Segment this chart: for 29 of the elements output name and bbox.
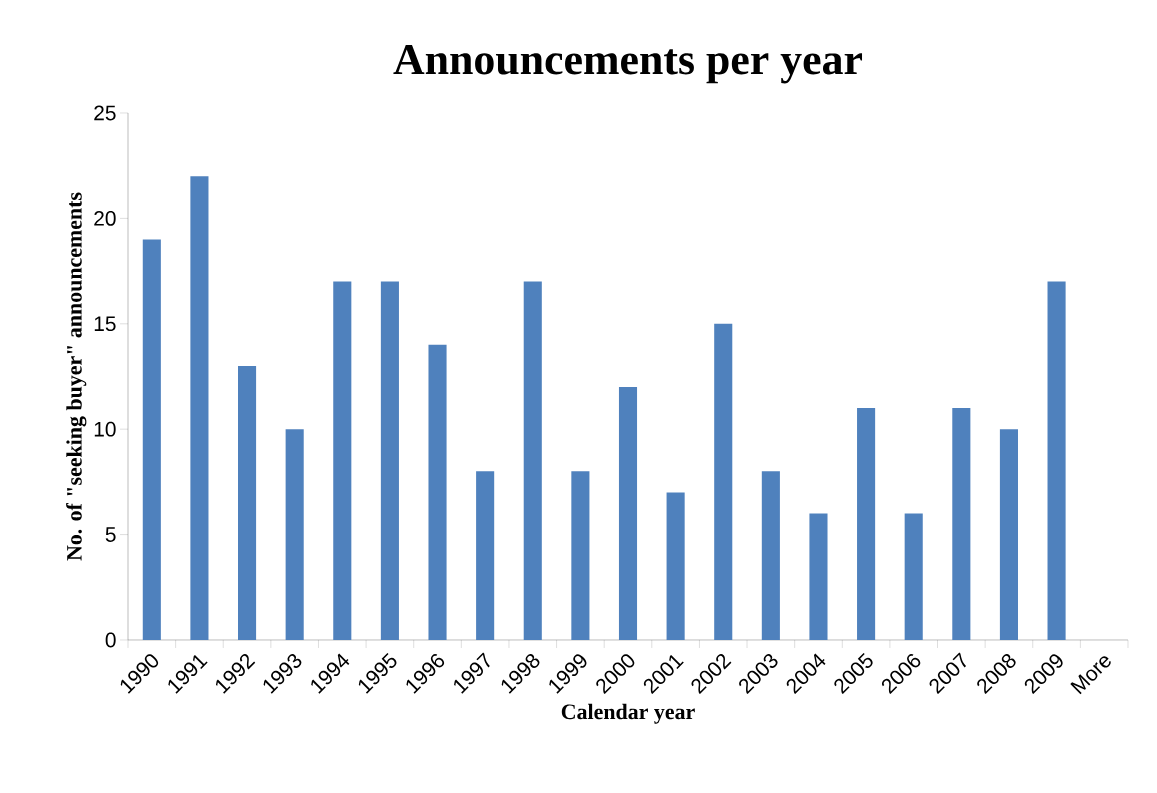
bar bbox=[142, 239, 161, 640]
y-tick-label: 20 bbox=[94, 210, 116, 226]
bar bbox=[571, 471, 590, 640]
bar bbox=[714, 323, 733, 640]
bar bbox=[523, 281, 542, 640]
bar bbox=[666, 492, 685, 640]
x-axis-title: Calendar year bbox=[561, 703, 695, 724]
y-tick-label: 0 bbox=[105, 632, 116, 648]
bar bbox=[857, 408, 876, 640]
y-axis-title: No. of "seeking buyer" announcements bbox=[66, 192, 87, 561]
chart-title: Announcements per year bbox=[393, 45, 863, 84]
y-tick-label: 15 bbox=[94, 316, 116, 332]
bar bbox=[904, 513, 923, 640]
y-tick-label: 5 bbox=[105, 527, 116, 542]
bar bbox=[380, 281, 399, 640]
bar bbox=[285, 429, 304, 640]
bar bbox=[190, 176, 209, 640]
bar bbox=[428, 344, 447, 640]
bar bbox=[1047, 281, 1066, 640]
bar bbox=[476, 471, 495, 640]
bar bbox=[952, 408, 971, 640]
bar bbox=[333, 281, 352, 640]
bar bbox=[618, 387, 638, 640]
bar bbox=[999, 429, 1018, 640]
y-tick-label: 25 bbox=[94, 105, 116, 121]
y-tick-label: 10 bbox=[94, 421, 116, 437]
bar bbox=[761, 471, 780, 640]
bar bbox=[238, 365, 257, 640]
bar bbox=[809, 513, 828, 640]
